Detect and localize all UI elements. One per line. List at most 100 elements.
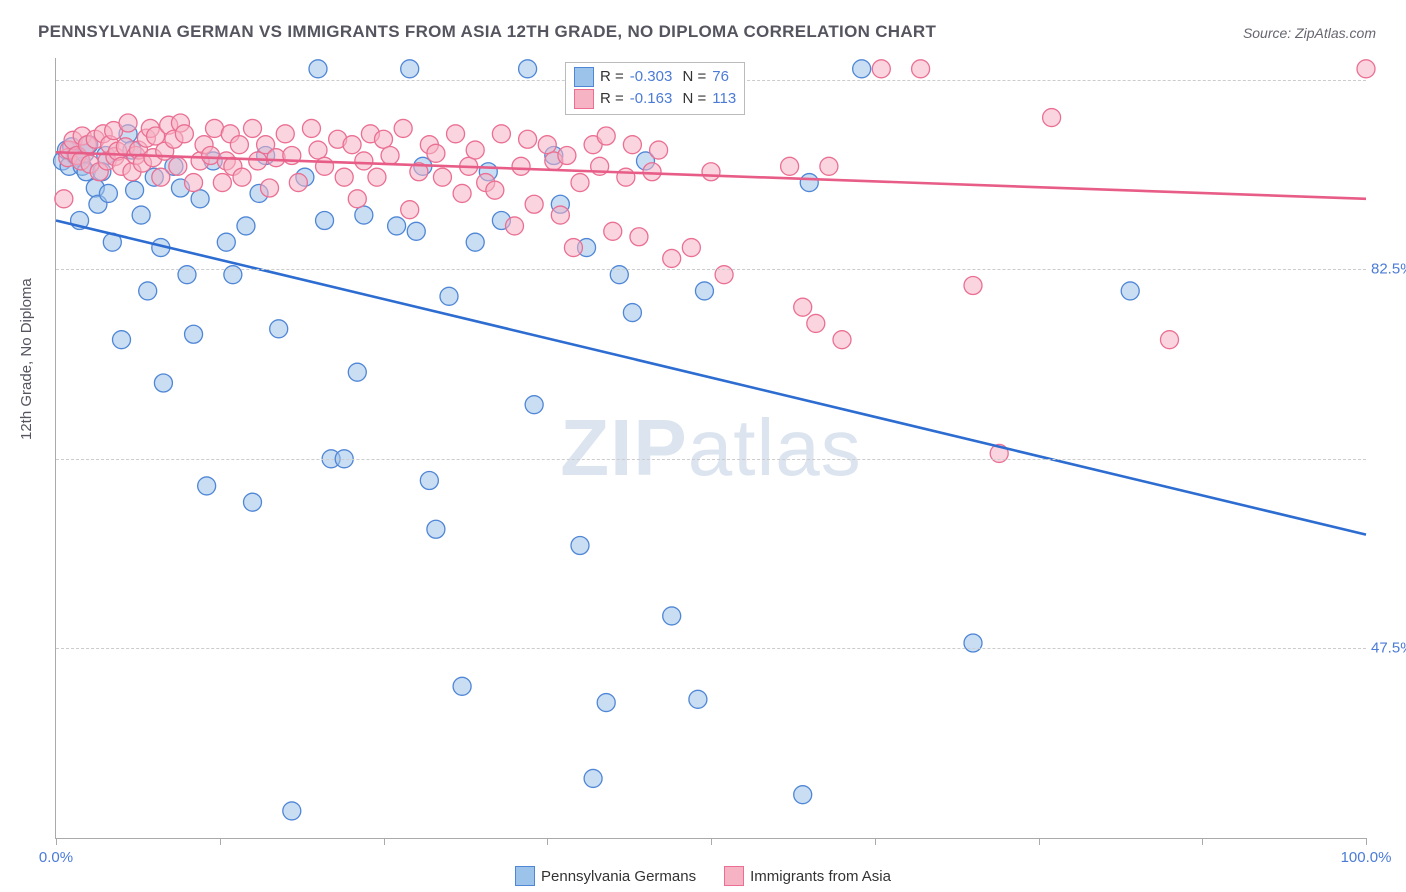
blue-point: [126, 181, 144, 199]
blue-point: [99, 184, 117, 202]
pink-point: [343, 136, 361, 154]
blue-point: [519, 60, 537, 78]
pink-point: [506, 217, 524, 235]
pink-point: [213, 174, 231, 192]
legend-label-pink: Immigrants from Asia: [750, 868, 891, 885]
blue-point: [185, 325, 203, 343]
legend-row-blue: R = -0.303 N = 76: [574, 66, 736, 88]
blue-point: [623, 304, 641, 322]
pink-point: [807, 314, 825, 332]
pink-point: [512, 157, 530, 175]
legend-r-label: R =: [600, 88, 624, 110]
x-tick: [711, 838, 712, 845]
x-tick: [384, 838, 385, 845]
pink-point: [276, 125, 294, 143]
chart-title: PENNSYLVANIA GERMAN VS IMMIGRANTS FROM A…: [38, 22, 936, 42]
blue-point: [198, 477, 216, 495]
source-label: Source: ZipAtlas.com: [1243, 25, 1376, 41]
pink-point: [302, 119, 320, 137]
pink-point: [466, 141, 484, 159]
x-tick: [1039, 838, 1040, 845]
pink-point: [833, 331, 851, 349]
pink-point: [175, 125, 193, 143]
blue-point: [466, 233, 484, 251]
pink-point: [617, 168, 635, 186]
blue-point: [584, 769, 602, 787]
x-tick: [220, 838, 221, 845]
blue-point: [597, 694, 615, 712]
blue-point: [525, 396, 543, 414]
pink-point: [381, 147, 399, 165]
pink-point: [551, 206, 569, 224]
legend-item-pink: Immigrants from Asia: [724, 866, 891, 886]
legend-label-blue: Pennsylvania Germans: [541, 868, 696, 885]
pink-point: [492, 125, 510, 143]
x-tick: [1366, 838, 1367, 845]
blue-point: [689, 690, 707, 708]
blue-point: [663, 607, 681, 625]
pink-point: [401, 201, 419, 219]
blue-point: [407, 222, 425, 240]
blue-point: [800, 174, 818, 192]
pink-point: [571, 174, 589, 192]
legend-swatch-pink: [574, 89, 594, 109]
pink-point: [781, 157, 799, 175]
pink-point: [119, 114, 137, 132]
blue-point: [853, 60, 871, 78]
pink-point: [597, 127, 615, 145]
blue-point: [244, 493, 262, 511]
pink-point: [912, 60, 930, 78]
legend-r-label: R =: [600, 66, 624, 88]
blue-trend-line: [56, 221, 1366, 535]
blue-point: [388, 217, 406, 235]
legend-item-blue: Pennsylvania Germans: [515, 866, 696, 886]
x-tick: [875, 838, 876, 845]
legend-n-pink: 113: [712, 88, 736, 110]
blue-point: [348, 363, 366, 381]
legend-n-label: N =: [678, 88, 706, 110]
pink-point: [55, 190, 73, 208]
x-tick: [56, 838, 57, 845]
pink-point: [538, 136, 556, 154]
legend-r-blue: -0.303: [630, 66, 673, 88]
pink-point: [375, 130, 393, 148]
pink-point: [309, 141, 327, 159]
legend-swatch-pink: [724, 866, 744, 886]
legend-n-label: N =: [678, 66, 706, 88]
legend-row-pink: R = -0.163 N = 113: [574, 88, 736, 110]
pink-point: [623, 136, 641, 154]
pink-point: [820, 157, 838, 175]
legend-swatch-blue: [574, 67, 594, 87]
x-tick-label: 100.0%: [1341, 849, 1392, 866]
grid-line: [56, 269, 1366, 270]
plot-area: ZIPatlas 47.5%82.5%0.0%100.0%: [55, 58, 1366, 839]
blue-point: [132, 206, 150, 224]
blue-point: [217, 233, 235, 251]
pink-point: [453, 184, 471, 202]
blue-point: [794, 786, 812, 804]
blue-point: [309, 60, 327, 78]
blue-point: [154, 374, 172, 392]
pink-point: [169, 157, 187, 175]
pink-point: [643, 163, 661, 181]
blue-point: [427, 520, 445, 538]
pink-point: [650, 141, 668, 159]
pink-point: [964, 277, 982, 295]
pink-point: [447, 125, 465, 143]
pink-point: [519, 130, 537, 148]
legend-n-blue: 76: [712, 66, 729, 88]
pink-point: [682, 239, 700, 257]
pink-point: [872, 60, 890, 78]
pink-point: [1161, 331, 1179, 349]
blue-point: [237, 217, 255, 235]
pink-point: [794, 298, 812, 316]
blue-point: [139, 282, 157, 300]
grid-line: [56, 648, 1366, 649]
y-axis-title: 12th Grade, No Diploma: [18, 278, 35, 440]
blue-point: [316, 212, 334, 230]
pink-point: [289, 174, 307, 192]
blue-point: [283, 802, 301, 820]
legend-swatch-blue: [515, 866, 535, 886]
pink-point: [564, 239, 582, 257]
pink-point: [355, 152, 373, 170]
